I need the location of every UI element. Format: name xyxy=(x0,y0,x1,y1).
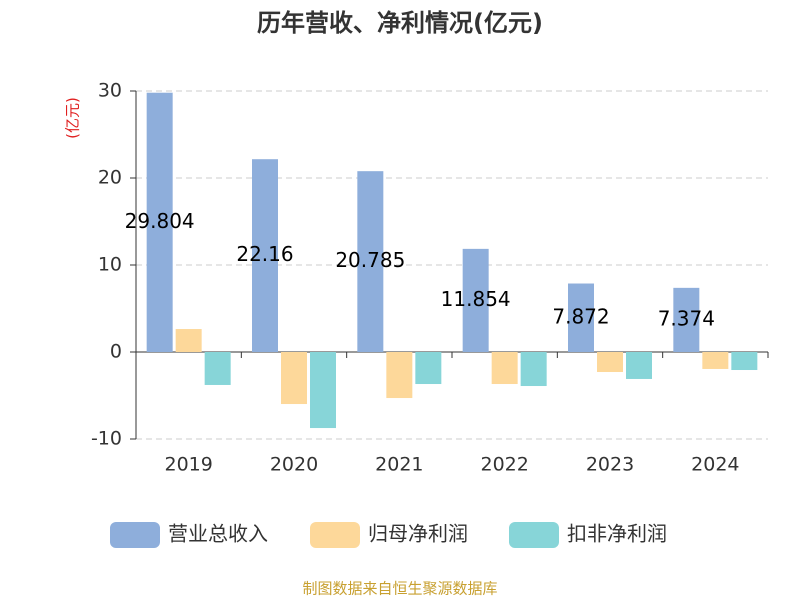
bar xyxy=(702,352,729,369)
bar xyxy=(386,352,413,399)
x-tick-label: 2024 xyxy=(691,454,739,476)
value-label: 7.374 xyxy=(658,306,715,330)
bar xyxy=(491,352,518,385)
legend-label: 营业总收入 xyxy=(168,522,268,546)
bar xyxy=(146,92,173,352)
x-tick-label: 2021 xyxy=(375,454,423,476)
value-label: 11.854 xyxy=(441,287,511,311)
value-label: 20.785 xyxy=(335,248,405,272)
x-tick-label: 2020 xyxy=(270,454,318,476)
legend-swatch xyxy=(110,522,160,548)
bar xyxy=(597,352,623,373)
legend-swatch xyxy=(310,522,360,548)
value-label: 7.872 xyxy=(552,304,609,328)
value-label: 29.804 xyxy=(125,209,195,233)
bar xyxy=(204,352,231,385)
bar xyxy=(415,352,442,385)
y-tick-label: -10 xyxy=(91,428,122,450)
bar xyxy=(626,352,652,379)
bar xyxy=(731,352,758,371)
bar xyxy=(462,248,489,352)
x-tick-label: 2022 xyxy=(480,454,528,476)
legend-label: 归母净利润 xyxy=(368,522,468,546)
bar xyxy=(357,171,384,352)
bar xyxy=(568,283,594,352)
y-tick-label: 0 xyxy=(110,341,122,363)
x-tick-label: 2023 xyxy=(586,454,634,476)
y-axis-label: (亿元) xyxy=(64,97,82,139)
bar xyxy=(252,159,278,352)
bar xyxy=(310,352,336,429)
value-label: 22.16 xyxy=(236,242,293,266)
legend-label: 扣非净利润 xyxy=(567,522,667,546)
bar xyxy=(281,352,307,405)
bar xyxy=(520,352,547,387)
x-tick-label: 2019 xyxy=(164,454,212,476)
y-tick-label: 20 xyxy=(98,167,122,189)
y-tick-label: 30 xyxy=(98,80,122,102)
y-tick-label: 10 xyxy=(98,254,122,276)
bar xyxy=(673,287,700,352)
legend-swatch xyxy=(509,522,559,548)
footer: 制图数据来自恒生聚源数据库 xyxy=(302,580,497,598)
bar xyxy=(175,329,202,352)
chart-title: 历年营收、净利情况(亿元) xyxy=(257,9,543,37)
